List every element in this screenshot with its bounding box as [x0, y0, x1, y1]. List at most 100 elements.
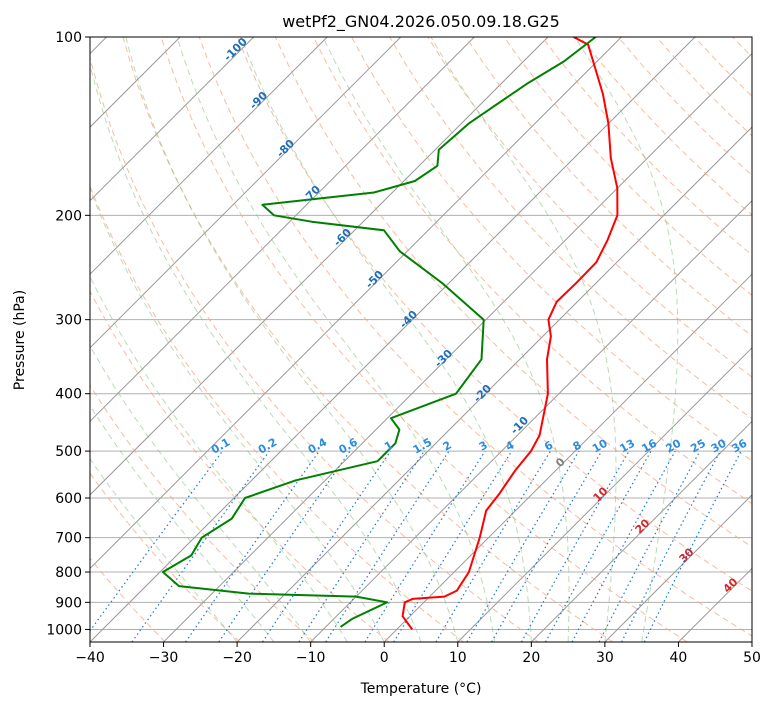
isotherm-line: [90, 37, 622, 570]
y-tick-label: 400: [55, 387, 82, 403]
dry-adiabat: [236, 37, 752, 592]
theta-label: 30: [677, 545, 697, 565]
x-tick-label: 30: [596, 650, 614, 666]
mixing-ratio-line: [571, 450, 676, 642]
mixing-ratio-line: [393, 450, 513, 642]
mixing-ratio-line: [90, 450, 223, 632]
y-tick-label: 700: [55, 531, 82, 547]
mixing-ratio-line: [131, 450, 270, 642]
dry-adiabat: [122, 37, 613, 642]
mixing-ratio-line: [621, 450, 721, 642]
theta-label: -20: [471, 382, 494, 405]
isotherm-line: [457, 347, 752, 642]
theta-label: -30: [432, 347, 455, 370]
theta-label: -10: [508, 414, 531, 437]
background-lines: [90, 37, 775, 642]
mixing-ratio-label: 10: [590, 436, 610, 455]
dry-adiabat: [541, 37, 752, 256]
dry-adiabat: [90, 185, 464, 642]
y-tick-label: 800: [55, 565, 82, 581]
x-axis: −40 −30 −20 −10 0 10 20 30 40 50: [75, 642, 761, 666]
dry-adiabat: [427, 37, 752, 378]
x-tick-label: −40: [75, 650, 105, 666]
y-tick-label: 300: [55, 313, 82, 329]
mixing-ratio-label: 0.2: [256, 436, 279, 457]
moist-adiabat: [90, 275, 348, 642]
dry-adiabat: [274, 37, 752, 548]
isotherm-line: [90, 37, 402, 349]
mixing-ratio-line: [218, 450, 351, 642]
dry-adiabat: [389, 37, 752, 420]
isotherm-line: [236, 126, 752, 642]
dry-adiabat: [732, 37, 752, 58]
mixing-ratio-line: [520, 450, 630, 642]
moist-adiabat: [90, 345, 312, 642]
x-tick-label: −20: [222, 650, 252, 666]
theta-label: 10: [591, 484, 611, 504]
y-tick-label: 500: [55, 444, 82, 460]
theta-label: -60: [331, 226, 354, 249]
y-axis-label: Pressure (hPa): [12, 290, 28, 390]
moist-adiabat: [176, 37, 496, 642]
mixing-ratio-label: 16: [639, 436, 659, 455]
y-tick-label: 200: [55, 208, 82, 224]
theta-label: -90: [247, 89, 270, 112]
isotherm-line: [90, 37, 328, 275]
moist-adiabat: [90, 188, 385, 642]
dry-adiabat: [90, 290, 390, 642]
mixing-ratio-label: 36: [729, 436, 749, 455]
mixing-ratio-line: [261, 450, 391, 642]
dry-adiabat: [90, 384, 315, 642]
x-tick-label: 20: [522, 650, 540, 666]
dry-adiabat: [656, 37, 752, 137]
moist-adiabat: [125, 37, 459, 642]
theta-label: -40: [397, 308, 420, 331]
mixing-ratio-line: [598, 450, 701, 642]
dewpoint-line: [161, 37, 597, 628]
dry-adiabat: [351, 37, 752, 462]
x-tick-label: −30: [149, 650, 179, 666]
theta-label: -80: [274, 137, 297, 160]
isotherm-line: [310, 199, 752, 642]
isotherm-line: [751, 641, 752, 642]
dry-adiabat: [771, 37, 775, 642]
isotherm-line: [90, 37, 696, 642]
theta-label: -100: [221, 35, 250, 64]
y-tick-label: 900: [55, 595, 82, 611]
x-tick-label: 10: [449, 650, 467, 666]
dry-adiabat: [694, 37, 752, 97]
dry-adiabat: [90, 472, 241, 642]
mixing-ratio-line: [643, 450, 742, 642]
y-tick-label: 600: [55, 491, 82, 507]
dry-adiabat: [313, 37, 752, 505]
moist-adiabat: [240, 37, 532, 642]
moist-adiabat: [90, 457, 238, 642]
mixing-ratio-label: 0.6: [337, 435, 361, 456]
isotherm-line: [383, 273, 752, 642]
chart-title: wetPf2_GN04.2026.050.09.18.G25: [282, 12, 560, 32]
moist-adiabat: [322, 37, 570, 642]
isotherm-line: [90, 37, 549, 496]
moist-adiabat: [90, 404, 275, 642]
dry-adiabat: [160, 37, 688, 642]
x-axis-label: Temperature (°C): [360, 681, 482, 697]
isotherm-line: [530, 420, 752, 642]
moist-adiabat: [574, 37, 679, 642]
x-tick-label: −10: [296, 650, 326, 666]
isotherm-line: [90, 37, 255, 202]
mixing-ratio-label: 0.1: [209, 436, 232, 457]
moist-adiabat: [430, 37, 617, 642]
mixing-ratio-label: 30: [709, 436, 729, 455]
mixing-ratio-label: 1.5: [411, 436, 434, 457]
dry-adiabat: [198, 37, 752, 637]
y-tick-label: 1000: [46, 622, 82, 638]
mixing-ratio-line: [325, 450, 450, 642]
moist-adiabat: [90, 62, 422, 642]
y-tick-label: 100: [55, 30, 82, 46]
y-axis: 100 200 300 400 500 600 700 800 900 1000: [46, 30, 90, 638]
mixing-ratio-line: [185, 450, 320, 642]
mixing-ratio-label: 25: [688, 437, 708, 456]
theta-label: 0: [553, 455, 568, 470]
mixing-ratio-line: [364, 450, 486, 642]
plot-frame: [89, 36, 753, 643]
